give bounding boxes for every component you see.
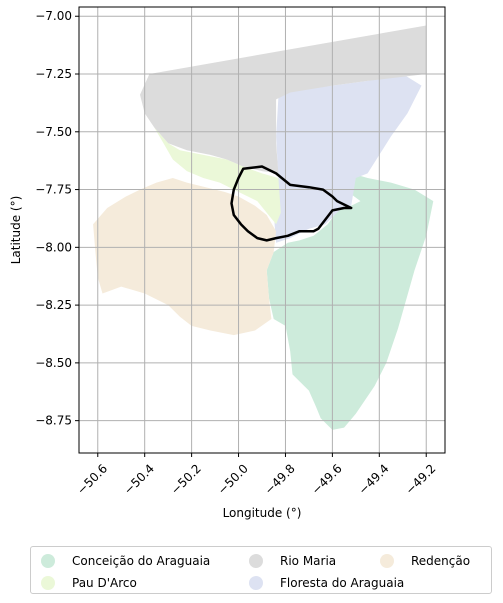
legend-label: Conceição do Araguaia [72,554,211,568]
y-tick-label: −7.50 [35,125,72,139]
legend-label: Redenção [411,554,471,568]
y-tick-label: −8.50 [35,356,72,370]
x-tick-label: −49.2 [403,461,439,497]
region-redencao [93,178,277,336]
legend-item-floresta-do-araguaia: Floresta do Araguaia [249,572,404,594]
legend-swatch [41,554,55,568]
region-rio-maria [140,25,427,174]
legend-item-pau-d-arco: Pau D'Arco [41,572,249,594]
region-conceicao-do-araguaia [266,166,434,430]
x-tick-label: −50.2 [168,461,204,497]
region-pau-d-arco [154,127,281,225]
y-tick-label: −7.00 [35,9,72,23]
legend-swatch [41,576,55,590]
y-tick-label: −7.25 [35,67,72,81]
x-tick-label: −49.6 [309,461,345,497]
y-tick-label: −8.75 [35,414,72,428]
legend-item-rio-maria: Rio Maria [249,550,380,572]
legend-item-redencao: Redenção [380,550,490,572]
legend-item-conceicao-do-araguaia: Conceição do Araguaia [41,550,249,572]
y-ticks: −7.00 −7.25 −7.50 −7.75 −8.00 −8.25 −8.50 −8.75 [35,9,79,428]
x-tick-label: −49.4 [356,461,392,497]
y-axis-label: Latitude (°) [9,196,23,265]
x-axis-label: Longitude (°) [223,506,302,520]
y-tick-label: −8.25 [35,298,72,312]
region-floresta-do-araguaia [273,74,422,243]
y-tick-label: −8.00 [35,240,72,254]
legend-swatch [249,576,263,590]
x-ticks: −50.6 −50.4 −50.2 −50.0 −49.8 −49.6 −49.4 −49.2 [74,453,439,497]
grid-layer [79,7,445,453]
legend: Conceição do Araguaia Pau D'Arco Rio Maria… [30,546,492,594]
highlight-layer [230,165,353,242]
legend-label: Rio Maria [280,554,337,568]
x-tick-label: −50.4 [121,461,157,497]
x-tick-label: −50.0 [215,461,251,497]
y-tick-label: −7.75 [35,183,72,197]
highlighted-boundary [230,165,353,242]
legend-swatch [249,554,263,568]
x-tick-label: −50.6 [74,461,110,497]
legend-label: Floresta do Araguaia [280,576,405,590]
x-tick-label: −49.8 [262,461,298,497]
legend-label: Pau D'Arco [72,576,137,590]
regions-layer [93,25,434,430]
legend-swatch [380,554,394,568]
plot-frame [78,6,446,454]
